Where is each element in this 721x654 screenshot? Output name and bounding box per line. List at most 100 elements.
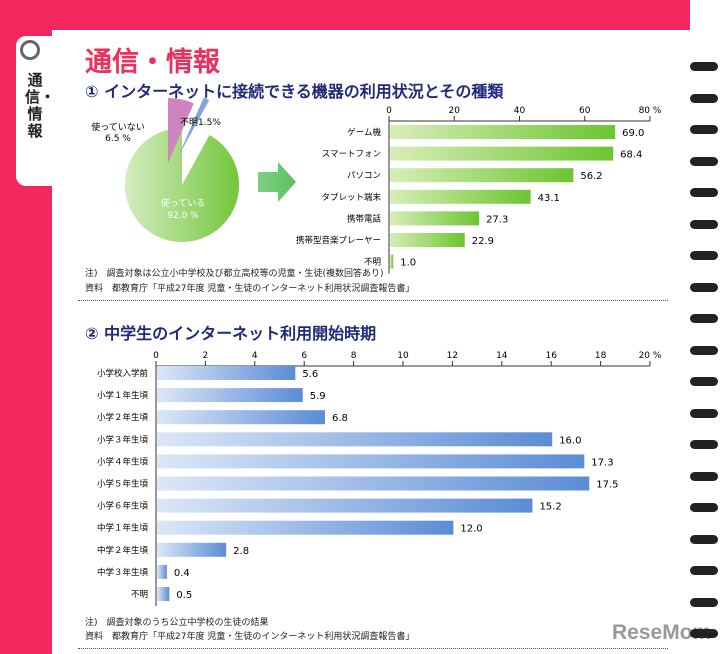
spiral-ring <box>690 629 718 638</box>
spiral-ring <box>690 440 718 449</box>
spiral-ring <box>690 93 718 103</box>
data-label: 0.5 <box>176 590 192 601</box>
category-label: 小学校入学前 <box>97 368 149 379</box>
tick-label: 18 <box>595 351 607 361</box>
divider <box>78 300 668 301</box>
tick-label: 0 <box>153 351 159 361</box>
spiral-ring <box>690 156 718 166</box>
category-label: 不明 <box>131 590 148 600</box>
section1-heading: ① インターネットに接続できる機器の利用状況とその種類 <box>85 82 504 101</box>
data-label: 69.0 <box>622 128 644 139</box>
pie-slice <box>168 98 194 163</box>
category-label: 小学６年生頃 <box>97 501 149 512</box>
top-border <box>0 0 690 30</box>
category-label: タブレット端末 <box>321 192 381 203</box>
data-label: 15.2 <box>539 502 561 513</box>
spiral-ring <box>690 597 718 607</box>
spiral-ring <box>690 471 718 481</box>
category-label: 小学１年生頃 <box>97 390 149 401</box>
arrow-right-icon <box>258 162 296 202</box>
data-label: 16.0 <box>559 435 581 446</box>
data-label: 17.3 <box>591 457 613 468</box>
bar <box>390 233 465 247</box>
tick-label: 10 <box>397 351 409 361</box>
pie-slice <box>178 97 210 157</box>
spiral-ring <box>690 534 718 544</box>
bar <box>157 432 553 447</box>
category-label: 携帯電話 <box>347 213 382 224</box>
category-label: 不明 <box>364 258 381 268</box>
bar <box>157 520 454 535</box>
data-label: 5.9 <box>310 391 326 402</box>
tick-label: 20 <box>449 106 461 116</box>
section2-heading: ② 中学生のインターネット利用開始時期 <box>85 324 377 343</box>
divider <box>78 648 668 649</box>
data-label: 17.5 <box>596 480 618 491</box>
pie-label: 不明1.5% <box>180 117 221 128</box>
spiral-ring <box>690 377 718 386</box>
bar <box>157 410 325 425</box>
category-label: 小学３年生頃 <box>97 434 149 445</box>
bar <box>157 366 296 380</box>
spiral-ring <box>690 345 718 355</box>
data-label: 6.8 <box>332 413 348 424</box>
tick-label: 8 <box>351 351 357 361</box>
data-label: 56.2 <box>580 171 602 182</box>
bar <box>157 454 585 469</box>
bar <box>390 168 574 183</box>
section2-note: 注) 調査対象のうち公立中学校の生徒の結果 <box>85 618 269 628</box>
tick-label: 4 <box>252 351 258 361</box>
spiral-ring <box>690 188 718 197</box>
spiral-ring <box>690 125 718 134</box>
category-label: ゲーム機 <box>347 127 381 138</box>
category-label: 携帯型音楽プレーヤー <box>296 235 381 246</box>
tick-label: 12 <box>447 351 458 361</box>
data-label: 5.6 <box>302 369 318 380</box>
category-label: パソコン <box>347 171 381 181</box>
bar <box>157 564 167 579</box>
tick-label: 2 <box>203 351 209 361</box>
bar <box>157 388 303 403</box>
side-tab <box>16 36 56 186</box>
bar <box>390 146 614 161</box>
resemom-logo: ReseMom <box>612 621 712 644</box>
data-label: 68.4 <box>620 150 642 161</box>
page-title: 通信・情報 <box>85 47 220 78</box>
section1-note: 注) 調査対象は公立小中学校及び都立高校等の児童・生徒(複数回答あり) <box>85 269 384 279</box>
bar <box>390 254 394 269</box>
data-label: 0.4 <box>174 568 190 579</box>
bar <box>157 587 170 601</box>
pie-label: 使っていない <box>91 121 145 133</box>
data-label: 2.8 <box>233 546 249 557</box>
tick-label: 6 <box>301 351 307 361</box>
bar <box>157 542 227 557</box>
spiral-ring <box>690 62 718 71</box>
tick-label: 80 % <box>639 106 662 116</box>
section2-source: 資料 都教育庁「平成27年度 児童・生徒のインターネット利用状況調査報告書」 <box>85 632 415 642</box>
spiral-ring <box>690 503 718 512</box>
data-label: 1.0 <box>400 258 416 269</box>
bar <box>390 189 531 204</box>
category-label: 中学２年生頃 <box>97 545 149 556</box>
pie-label: 使っている <box>161 197 206 209</box>
data-label: 43.1 <box>538 193 560 204</box>
spiral-ring <box>690 251 718 260</box>
spiral-ring <box>690 282 718 292</box>
bar <box>157 476 590 491</box>
tick-label: 0 <box>386 106 392 116</box>
category-label: 小学４年生頃 <box>97 456 149 467</box>
category-label: 中学３年生頃 <box>97 567 149 578</box>
tick-label: 16 <box>545 351 557 361</box>
spiral-ring <box>690 408 718 418</box>
data-label: 22.9 <box>472 236 494 247</box>
category-label: 中学１年生頃 <box>97 523 149 534</box>
pie-slice <box>124 128 239 242</box>
category-label: 小学２年生頃 <box>97 412 149 423</box>
pie-value: 6.5 % <box>105 134 131 144</box>
section1-source: 資料 都教育庁「平成27年度 児童・生徒のインターネット利用状況調査報告書」 <box>85 284 415 294</box>
tick-label: 14 <box>496 351 508 361</box>
tick-label: 60 <box>579 106 591 116</box>
bar <box>390 211 480 226</box>
category-label: 小学５年生頃 <box>97 479 149 490</box>
